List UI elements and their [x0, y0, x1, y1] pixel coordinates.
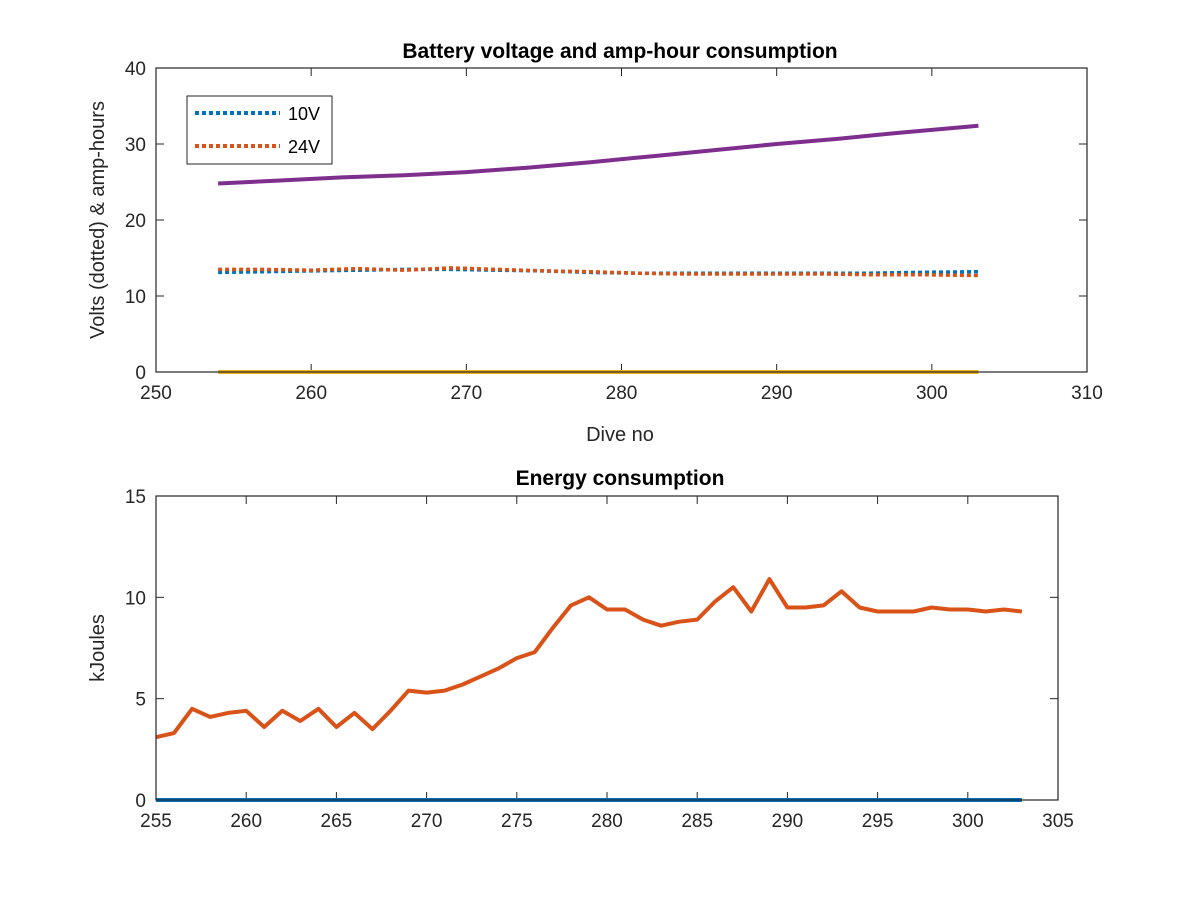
top-series-purple-line: [218, 123, 979, 186]
bottom-y-tick-label: 0: [135, 791, 146, 812]
bottom-y-tick-label: 15: [125, 487, 146, 508]
bottom-axes-box: [155, 495, 1059, 801]
top-x-tick-label: 300: [916, 383, 948, 404]
bottom-y-tick-label: 10: [125, 588, 146, 609]
bottom-x-tick-label: 290: [772, 811, 804, 832]
top-y-axis-label: Volts (dotted) & amp-hours: [87, 101, 109, 339]
bottom-x-tick-label: 270: [411, 811, 443, 832]
bottom-series-lines: [155, 577, 1023, 802]
top-axes-box: [155, 67, 1088, 373]
top-chart-title: Battery voltage and amp-hour consumption: [402, 40, 837, 63]
top-y-tick-label: 20: [125, 211, 146, 232]
energy-consumption-plot: Energy consumption kJoules 255 260 265 270 2…: [87, 467, 1074, 832]
bottom-x-tick-label: 305: [1042, 811, 1074, 832]
bottom-x-tick-label: 265: [321, 811, 353, 832]
legend-label-10v: 10V: [288, 104, 320, 124]
bottom-x-tick-label: 275: [501, 811, 533, 832]
bottom-x-tick-label: 300: [952, 811, 984, 832]
battery-voltage-plot: Battery voltage and amp-hour consumption…: [87, 40, 1103, 446]
bottom-y-axis-label: kJoules: [87, 614, 109, 682]
top-axis-ticks: 250 260 270 280 290 300 310 0 10 20 30 40: [125, 59, 1103, 404]
top-x-axis-label: Dive no: [586, 424, 654, 446]
top-y-tick-label: 40: [125, 59, 146, 80]
top-x-tick-label: 250: [140, 383, 172, 404]
bottom-x-tick-label: 295: [862, 811, 894, 832]
top-series-24v-line: [218, 266, 979, 278]
top-y-tick-label: 0: [135, 363, 146, 384]
top-x-tick-label: 310: [1071, 383, 1103, 404]
top-x-tick-label: 270: [450, 383, 482, 404]
bottom-axis-ticks: 255 260 265 270 275 280 285 290 295 300 305 0 5 10 15: [125, 487, 1074, 832]
bottom-x-tick-label: 280: [591, 811, 623, 832]
top-x-tick-label: 290: [761, 383, 793, 404]
top-legend: 10V 24V: [186, 95, 333, 165]
bottom-x-tick-label: 255: [140, 811, 172, 832]
bottom-chart-title: Energy consumption: [516, 467, 725, 490]
top-x-tick-label: 280: [606, 383, 638, 404]
bottom-y-tick-label: 5: [135, 690, 146, 711]
bottom-x-tick-label: 260: [230, 811, 262, 832]
bottom-series-orange-line: [155, 577, 1023, 740]
top-x-tick-label: 260: [295, 383, 327, 404]
bottom-x-tick-label: 285: [681, 811, 713, 832]
top-y-tick-label: 30: [125, 135, 146, 156]
top-y-tick-label: 10: [125, 287, 146, 308]
legend-label-24v: 24V: [288, 137, 320, 157]
legend-box: [186, 95, 333, 165]
